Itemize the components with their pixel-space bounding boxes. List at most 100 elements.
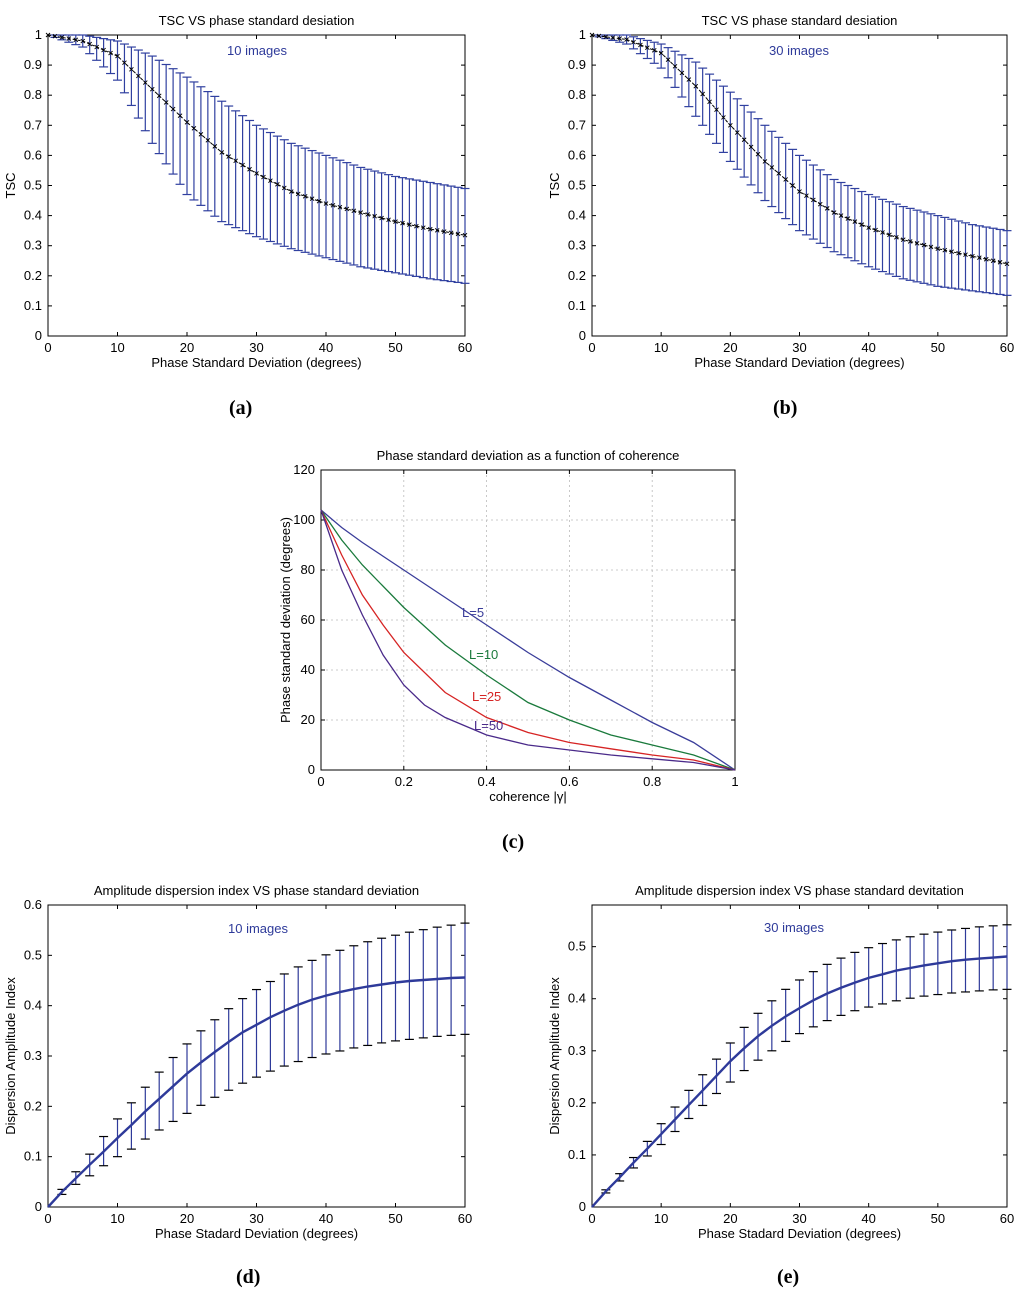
data-point-marker (448, 230, 454, 236)
series-label: L=25 (472, 689, 501, 704)
data-point-marker (990, 258, 996, 264)
data-point-marker (87, 41, 93, 47)
data-point-marker (714, 107, 719, 112)
y-tick-label: 0.5 (24, 178, 42, 193)
y-tick-label: 0 (35, 328, 42, 343)
data-point-marker (645, 45, 650, 50)
chart-title: TSC VS phase standard desiation (159, 13, 355, 28)
y-tick-label: 80 (301, 562, 315, 577)
x-axis-label: Phase Standard Deviation (degrees) (694, 355, 904, 370)
data-point-marker (122, 60, 127, 66)
data-point-marker (45, 32, 51, 38)
x-tick-label: 50 (931, 340, 945, 355)
data-point-marker (254, 171, 259, 176)
data-point-marker (407, 222, 412, 227)
data-point-marker (859, 222, 865, 227)
data-point-marker (198, 132, 204, 137)
y-tick-label: 0.4 (568, 208, 586, 223)
panel-label-e: (e) (777, 1266, 800, 1288)
data-point-marker (337, 204, 343, 210)
y-tick-label: 60 (301, 612, 315, 627)
data-point-marker (420, 225, 426, 230)
annotation: 30 images (769, 43, 829, 58)
data-point-marker (386, 217, 391, 223)
data-point-marker (163, 100, 169, 105)
data-point-marker (880, 230, 885, 235)
data-point-marker (323, 201, 329, 206)
data-point-marker (1004, 261, 1010, 267)
y-tick-label: 0.4 (24, 998, 42, 1013)
data-point-marker (108, 50, 113, 56)
data-point-marker (275, 181, 280, 187)
data-point-marker (295, 191, 301, 197)
annotation: 10 images (228, 921, 288, 936)
x-axis-label: Phase Stadard Deviation (degrees) (698, 1226, 901, 1241)
data-point-marker (928, 244, 934, 250)
data-point-marker (365, 212, 371, 217)
x-tick-label: 10 (110, 1211, 124, 1226)
data-point-marker (783, 177, 788, 182)
y-tick-label: 0.5 (24, 947, 42, 962)
x-tick-label: 0.6 (560, 774, 578, 789)
y-tick-label: 0.8 (24, 87, 42, 102)
data-point-marker (288, 189, 294, 194)
data-point-marker (205, 138, 211, 143)
series-label: L=50 (474, 718, 503, 733)
data-point-marker (665, 57, 671, 63)
data-point-marker (769, 165, 775, 170)
data-point-marker (831, 210, 837, 215)
x-tick-label: 50 (388, 1211, 402, 1226)
data-point-marker (400, 220, 405, 226)
data-point-marker (219, 150, 225, 155)
y-tick-label: 0 (579, 328, 586, 343)
y-tick-label: 0.3 (24, 238, 42, 253)
data-point-marker (226, 154, 232, 159)
y-axis-label: TSC (547, 173, 562, 199)
data-point-marker (894, 234, 899, 240)
series-line-l-25 (320, 509, 736, 771)
data-point-marker (149, 86, 155, 92)
x-tick-label: 0 (317, 774, 324, 789)
y-tick-label: 20 (301, 712, 315, 727)
data-point-marker (638, 42, 643, 48)
y-tick-label: 0.1 (568, 1147, 586, 1162)
y-tick-label: 0.2 (24, 1098, 42, 1113)
data-point-marker (686, 77, 692, 82)
data-point-marker (156, 93, 162, 99)
data-point-marker (949, 249, 954, 255)
data-point-marker (170, 106, 176, 112)
data-point-marker (887, 232, 892, 238)
data-point-marker (603, 34, 609, 40)
data-point-marker (804, 193, 809, 199)
data-point-marker (455, 231, 461, 237)
data-point-marker (651, 48, 657, 53)
x-tick-label: 20 (723, 340, 737, 355)
y-tick-label: 0.4 (24, 208, 42, 223)
data-point-marker (838, 213, 844, 218)
data-point-marker (247, 166, 252, 172)
x-tick-label: 0 (588, 340, 595, 355)
data-point-marker (914, 240, 920, 246)
data-point-marker (693, 83, 699, 89)
data-point-marker (873, 227, 878, 233)
data-point-marker (617, 36, 622, 41)
x-tick-label: 20 (723, 1211, 737, 1226)
data-point-marker (790, 183, 795, 188)
x-tick-label: 0.2 (395, 774, 413, 789)
data-point-marker (963, 252, 968, 258)
annotation: 10 images (227, 43, 287, 58)
data-point-marker (351, 208, 357, 214)
data-point-marker (977, 255, 982, 261)
x-tick-label: 50 (388, 340, 402, 355)
data-point-marker (434, 228, 440, 233)
annotation: 30 images (764, 920, 824, 935)
data-point-marker (811, 197, 816, 203)
x-tick-label: 20 (180, 1211, 194, 1226)
data-point-marker (700, 91, 705, 97)
data-point-marker (970, 253, 975, 259)
x-tick-label: 60 (458, 1211, 472, 1226)
y-axis-label: Dispersion Amplitude Index (547, 977, 562, 1135)
y-tick-label: 0.2 (568, 268, 586, 283)
